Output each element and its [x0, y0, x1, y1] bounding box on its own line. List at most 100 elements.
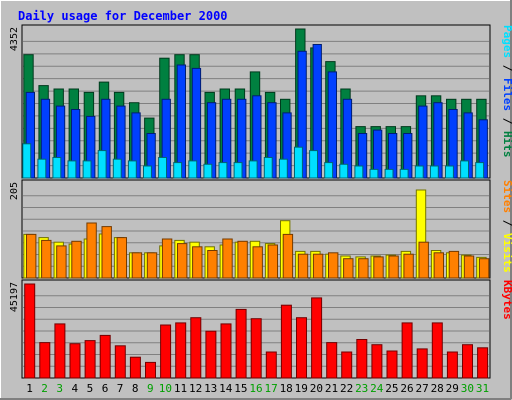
legend-visits: Visits: [501, 233, 512, 273]
legend-pages: Pages: [501, 25, 512, 58]
bar-sites-day-31: [478, 258, 490, 279]
bar-kbytes-day-4: [69, 343, 81, 379]
bar-pages-day-3: [52, 157, 62, 179]
day-label: 7: [117, 382, 124, 395]
bar-sites-day-20: [312, 253, 324, 279]
bar-kbytes-day-23: [356, 339, 368, 379]
bar-sites-day-28: [433, 252, 445, 279]
day-label: 18: [280, 382, 293, 395]
bar-sites-day-6: [101, 226, 112, 279]
ymax-label: 4352: [9, 27, 20, 51]
bar-files-day-11: [176, 64, 186, 179]
bar-pages-day-6: [97, 150, 107, 179]
day-label: 23: [355, 382, 368, 395]
ymax-label: 45197: [9, 282, 20, 312]
bar-pages-day-20: [309, 150, 319, 179]
bar-sites-day-24: [373, 256, 384, 279]
bar-pages-day-17: [263, 157, 273, 179]
day-label: 13: [204, 382, 217, 395]
day-label: 30: [461, 382, 474, 395]
bar-kbytes-day-12: [190, 317, 202, 379]
bar-pages-day-31: [475, 162, 485, 179]
day-label: 4: [71, 382, 78, 395]
bar-pages-day-4: [67, 160, 77, 179]
day-label: 25: [385, 382, 398, 395]
bar-pages-day-11: [173, 162, 183, 179]
series-legend: KBytes: [501, 280, 512, 320]
bar-pages-day-27: [414, 165, 424, 179]
day-label: 28: [431, 382, 444, 395]
bar-pages-day-12: [188, 160, 198, 179]
bar-sites-day-22: [343, 258, 354, 279]
bar-pages-day-18: [278, 158, 288, 179]
bar-pages-day-30: [460, 160, 470, 179]
bar-kbytes-day-25: [386, 350, 398, 379]
bar-sites-day-10: [161, 238, 173, 279]
day-label: 8: [132, 382, 139, 395]
bar-sites-day-8: [131, 252, 143, 279]
legend-sites: Sites: [501, 180, 512, 213]
bar-sites-day-23: [358, 258, 369, 279]
bar-kbytes-day-19: [296, 317, 307, 379]
bar-kbytes-day-30: [462, 344, 473, 379]
bar-sites-day-1: [26, 233, 37, 279]
series-legend: Pages / Files / Hits: [501, 25, 512, 158]
bar-kbytes-day-3: [54, 323, 66, 379]
day-label: 11: [174, 382, 187, 395]
day-label: 6: [102, 382, 109, 395]
bar-kbytes-day-24: [371, 344, 383, 379]
bar-sites-day-21: [328, 252, 339, 279]
bar-pages-day-1: [22, 143, 32, 179]
bar-sites-day-26: [403, 253, 414, 279]
bar-sites-day-17: [267, 244, 279, 279]
bar-kbytes-day-18: [280, 304, 292, 379]
bar-sites-day-11: [177, 243, 188, 279]
bar-pages-day-25: [384, 168, 394, 179]
panel-visits-sites: 205 Sites / Visits: [9, 179, 512, 279]
bar-files-day-21: [327, 71, 338, 179]
bar-pages-day-5: [82, 160, 92, 179]
bar-pages-day-7: [112, 158, 122, 179]
bar-pages-day-10: [158, 157, 168, 179]
day-label: 12: [189, 382, 202, 395]
bar-sites-day-7: [116, 237, 127, 279]
bar-pages-day-23: [354, 165, 364, 179]
bar-kbytes-day-6: [99, 334, 111, 379]
panel-hits-files-pages: 4352 Pages / Files / Hits: [9, 24, 512, 179]
bar-kbytes-day-20: [311, 297, 323, 379]
panel-kbytes: 45197 KBytes: [9, 279, 512, 379]
day-label: 24: [370, 382, 384, 395]
day-label: 19: [295, 382, 308, 395]
bar-sites-day-29: [448, 250, 460, 279]
bar-sites-day-2: [41, 239, 52, 279]
bar-pages-day-22: [339, 163, 349, 179]
bar-sites-day-14: [222, 238, 233, 279]
day-label: 22: [340, 382, 353, 395]
bar-sites-day-5: [86, 222, 97, 279]
legend-kbytes: KBytes: [501, 280, 512, 320]
bar-pages-day-29: [445, 165, 454, 179]
bar-kbytes-day-10: [160, 324, 172, 379]
bar-sites-day-9: [146, 252, 158, 279]
chart-title: Daily usage for December 2000: [18, 9, 228, 23]
bar-sites-day-19: [297, 253, 309, 279]
day-label: 17: [264, 382, 277, 395]
day-label: 21: [325, 382, 338, 395]
bar-pages-day-28: [429, 165, 439, 179]
bar-kbytes-day-7: [114, 345, 126, 379]
bar-kbytes-day-5: [84, 340, 96, 379]
bar-kbytes-day-2: [39, 342, 51, 379]
legend-hits: Hits: [501, 131, 512, 158]
ymax-label: 205: [9, 182, 20, 200]
day-label: 1: [26, 382, 33, 395]
bar-kbytes-day-11: [175, 322, 187, 379]
day-label: 16: [249, 382, 262, 395]
bar-sites-day-4: [71, 240, 82, 279]
bar-kbytes-day-16: [250, 318, 262, 379]
bar-kbytes-day-13: [205, 330, 217, 379]
day-labels: 1 2 3 4 5 6 7 8 9 10 11 12 13 14 15 16 17 18 19 20 21 22 23 24 2…: [26, 382, 489, 395]
bar-sites-day-30: [463, 255, 475, 279]
day-label: 15: [234, 382, 247, 395]
day-label: 9: [147, 382, 154, 395]
